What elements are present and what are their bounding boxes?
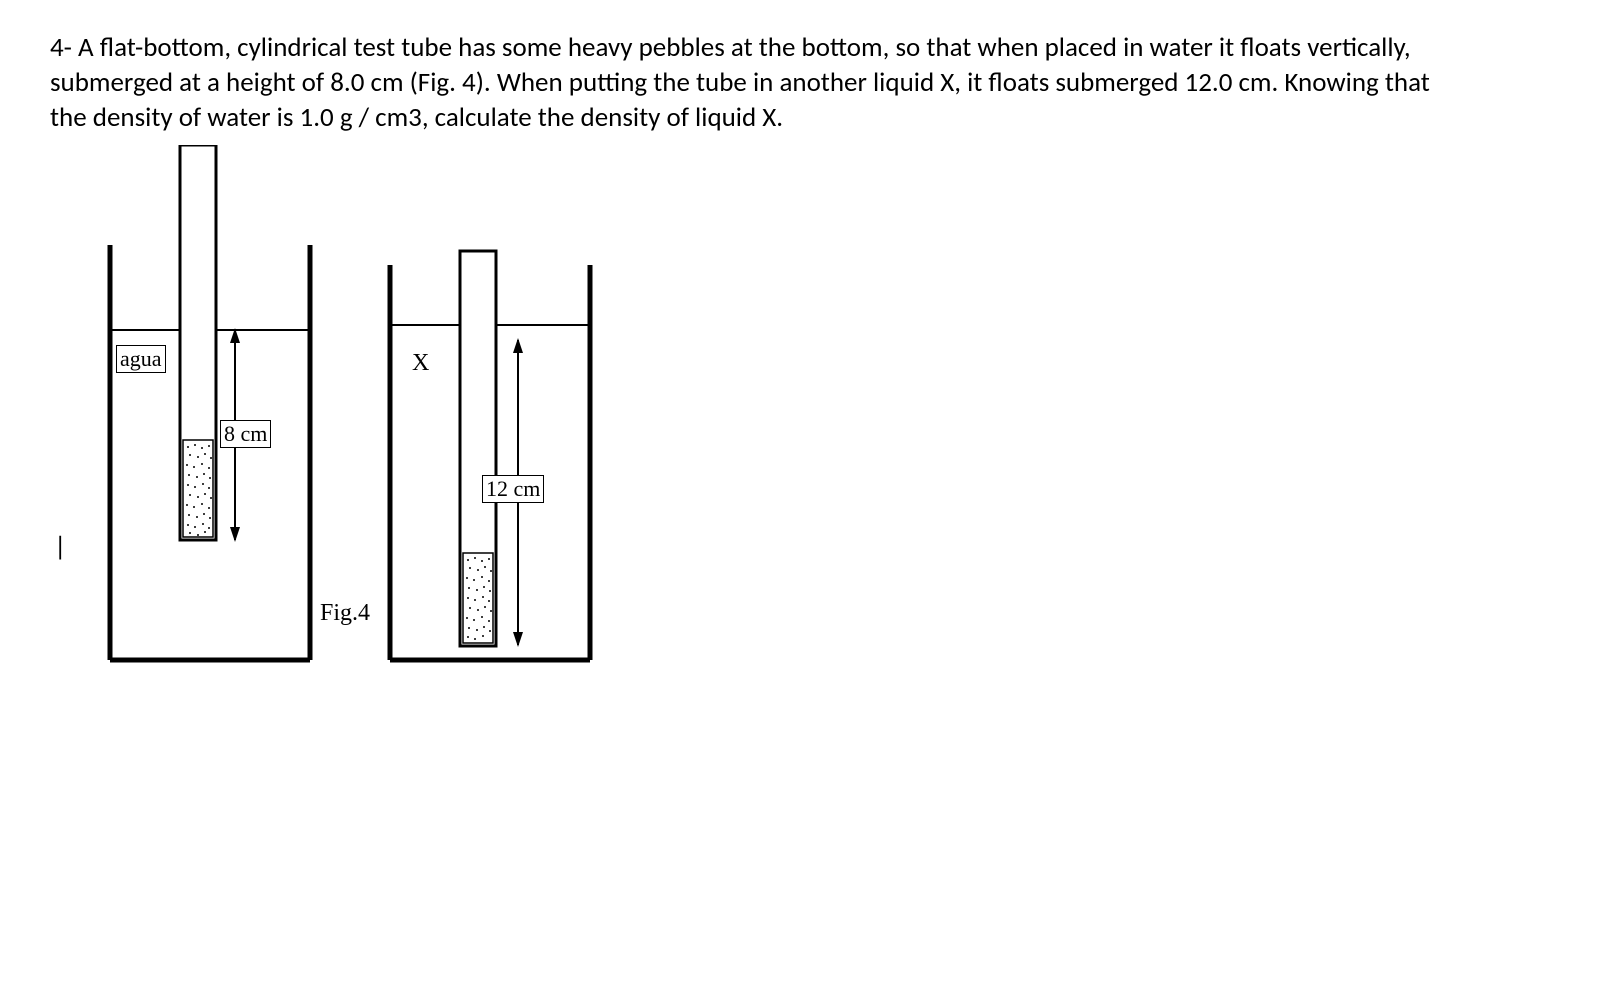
- depth-12cm-box: 12 cm: [482, 475, 544, 503]
- depth-8cm-box: 8 cm: [220, 420, 271, 448]
- agua-label-box: agua: [116, 345, 166, 373]
- figure-label: Fig.4: [320, 600, 370, 627]
- beaker-x: [350, 145, 650, 705]
- problem-statement: 4- A flat-bottom, cylindrical test tube …: [50, 30, 1470, 135]
- x-label: X: [412, 350, 429, 377]
- beaker-agua: [50, 145, 350, 705]
- text-cursor: |: [54, 530, 66, 563]
- agua-label: agua: [120, 346, 162, 371]
- depth-8cm-label: 8 cm: [224, 421, 267, 446]
- depth-12cm-label: 12 cm: [486, 476, 540, 501]
- figure-container: agua 8 cm X: [50, 145, 750, 705]
